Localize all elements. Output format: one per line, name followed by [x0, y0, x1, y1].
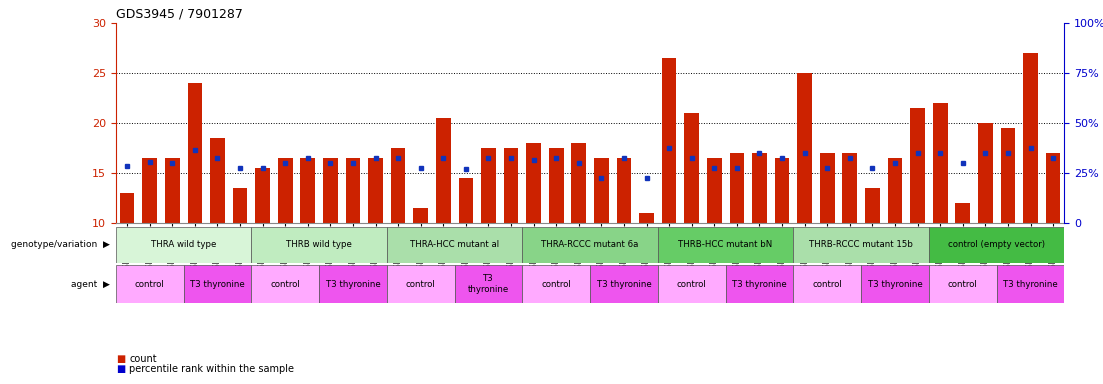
Bar: [571, 143, 586, 223]
Bar: [459, 178, 473, 223]
Bar: [657, 265, 726, 303]
Text: ■: ■: [116, 354, 125, 364]
Bar: [657, 227, 793, 263]
Bar: [843, 153, 857, 223]
Bar: [729, 153, 745, 223]
Bar: [255, 168, 270, 223]
Bar: [910, 108, 925, 223]
Bar: [300, 158, 315, 223]
Bar: [797, 73, 812, 223]
Bar: [1000, 128, 1015, 223]
Bar: [523, 227, 657, 263]
Bar: [251, 227, 387, 263]
Bar: [978, 123, 993, 223]
Bar: [617, 158, 631, 223]
Text: THRB-HCC mutant bN: THRB-HCC mutant bN: [678, 240, 773, 249]
Text: THRA wild type: THRA wild type: [151, 240, 216, 249]
Bar: [278, 158, 292, 223]
Bar: [865, 188, 880, 223]
Text: agent  ▶: agent ▶: [72, 280, 110, 289]
Bar: [233, 188, 247, 223]
Text: control: control: [677, 280, 707, 289]
Bar: [929, 227, 1064, 263]
Bar: [116, 227, 251, 263]
Bar: [183, 265, 251, 303]
Bar: [774, 158, 790, 223]
Text: control (empty vector): control (empty vector): [949, 240, 1046, 249]
Bar: [820, 153, 835, 223]
Bar: [684, 113, 699, 223]
Bar: [436, 118, 451, 223]
Text: T3 thyronine: T3 thyronine: [732, 280, 786, 289]
Text: GDS3945 / 7901287: GDS3945 / 7901287: [116, 7, 243, 20]
Bar: [590, 265, 657, 303]
Bar: [116, 265, 183, 303]
Bar: [142, 158, 157, 223]
Text: count: count: [129, 354, 157, 364]
Text: T3 thyronine: T3 thyronine: [190, 280, 245, 289]
Bar: [120, 193, 135, 223]
Bar: [793, 227, 929, 263]
Bar: [481, 148, 496, 223]
Bar: [1024, 53, 1038, 223]
Bar: [929, 265, 997, 303]
Text: T3 thyronine: T3 thyronine: [868, 280, 922, 289]
Bar: [165, 158, 180, 223]
Bar: [387, 227, 523, 263]
Bar: [549, 148, 564, 223]
Bar: [752, 153, 767, 223]
Bar: [933, 103, 947, 223]
Text: control: control: [135, 280, 164, 289]
Bar: [390, 148, 406, 223]
Text: percentile rank within the sample: percentile rank within the sample: [129, 364, 295, 374]
Bar: [1046, 153, 1060, 223]
Bar: [345, 158, 361, 223]
Text: control: control: [947, 280, 977, 289]
Bar: [454, 265, 523, 303]
Text: THRA-HCC mutant al: THRA-HCC mutant al: [410, 240, 500, 249]
Bar: [662, 58, 676, 223]
Text: THRB wild type: THRB wild type: [286, 240, 352, 249]
Bar: [526, 143, 540, 223]
Bar: [368, 158, 383, 223]
Text: control: control: [406, 280, 436, 289]
Text: genotype/variation  ▶: genotype/variation ▶: [11, 240, 110, 249]
Bar: [319, 265, 387, 303]
Bar: [504, 148, 518, 223]
Bar: [188, 83, 202, 223]
Bar: [210, 138, 225, 223]
Bar: [323, 158, 338, 223]
Bar: [955, 203, 971, 223]
Text: T3
thyronine: T3 thyronine: [468, 275, 510, 294]
Text: T3 thyronine: T3 thyronine: [597, 280, 652, 289]
Text: control: control: [542, 280, 571, 289]
Bar: [640, 213, 654, 223]
Text: T3 thyronine: T3 thyronine: [325, 280, 381, 289]
Bar: [793, 265, 861, 303]
Bar: [251, 265, 319, 303]
Bar: [414, 208, 428, 223]
Bar: [997, 265, 1064, 303]
Bar: [726, 265, 793, 303]
Bar: [707, 158, 721, 223]
Bar: [595, 158, 609, 223]
Text: THRA-RCCC mutant 6a: THRA-RCCC mutant 6a: [542, 240, 639, 249]
Bar: [861, 265, 929, 303]
Text: control: control: [813, 280, 842, 289]
Text: THRB-RCCC mutant 15b: THRB-RCCC mutant 15b: [810, 240, 913, 249]
Text: T3 thyronine: T3 thyronine: [1003, 280, 1058, 289]
Text: ■: ■: [116, 364, 125, 374]
Bar: [888, 158, 902, 223]
Text: control: control: [270, 280, 300, 289]
Bar: [523, 265, 590, 303]
Bar: [387, 265, 454, 303]
